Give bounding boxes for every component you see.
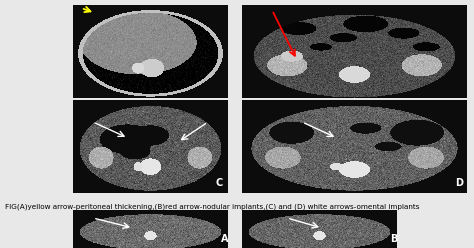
Text: D: D (455, 178, 463, 188)
Text: C: C (216, 178, 223, 188)
Text: A: A (221, 234, 228, 244)
Text: B: B (390, 234, 397, 244)
Text: FIG(A)yellow arrow-peritoneal thickening,(B)red arrow-nodular implants,(C) and (: FIG(A)yellow arrow-peritoneal thickening… (5, 204, 419, 211)
